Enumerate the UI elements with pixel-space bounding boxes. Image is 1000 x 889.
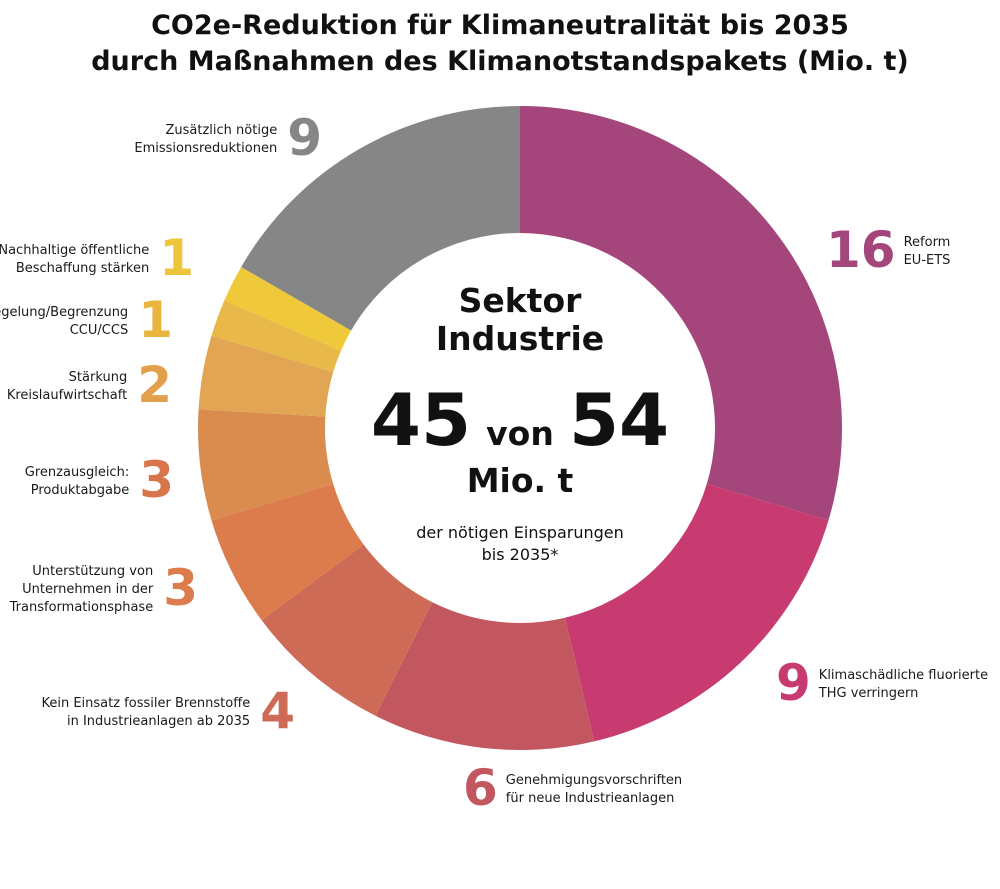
segment-value-2: 9 bbox=[776, 654, 811, 712]
donut-segment-7 bbox=[198, 335, 334, 417]
chart-title-line-2: durch Maßnahmen des Klimanotstandspakets… bbox=[91, 46, 909, 77]
center-unit: Mio. t bbox=[467, 461, 574, 500]
segment-value-7: 2 bbox=[137, 356, 172, 414]
donut-segment-4 bbox=[261, 544, 433, 716]
donut-segments bbox=[198, 106, 842, 750]
segment-label-4-line-1: Kein Einsatz fossiler Brennstoffe bbox=[41, 696, 250, 711]
segment-value-6: 3 bbox=[139, 451, 174, 509]
center-value-connector: von bbox=[486, 414, 554, 453]
donut-segment-5 bbox=[211, 483, 364, 621]
chart-title-line-1: CO2e-Reduktion für Klimaneutralität bis … bbox=[151, 10, 849, 41]
segment-label-9-line-1: Nachhaltige öffentliche bbox=[0, 243, 149, 258]
center-note-line-2: bis 2035* bbox=[482, 545, 559, 564]
segment-label-7-line-1: Stärkung bbox=[69, 370, 128, 385]
segment-label-6-line-1: Grenzausgleich: bbox=[25, 465, 129, 480]
donut-segment-10 bbox=[241, 106, 520, 331]
donut-segment-1 bbox=[520, 106, 842, 521]
segment-value-5: 3 bbox=[163, 559, 198, 617]
center-heading-line-1: Sektor bbox=[459, 281, 583, 320]
segment-label-8-line-1: Regelung/Begrenzung bbox=[0, 305, 128, 320]
center-value-line: 45 von 54 bbox=[371, 378, 669, 462]
segment-label-5-line-2: Unternehmen in der bbox=[22, 582, 154, 597]
donut-segment-2 bbox=[564, 483, 829, 742]
segment-label-4-line-2: in Industrieanlagen ab 2035 bbox=[67, 714, 250, 729]
segment-label-8-line-2: CCU/CCS bbox=[70, 323, 128, 338]
segment-label-9-line-2: Beschaffung stärken bbox=[16, 261, 149, 276]
segment-label-10-line-2: Emissionsreduktionen bbox=[134, 141, 277, 156]
segment-label-7-line-2: Kreislaufwirtschaft bbox=[7, 388, 127, 403]
segment-label-5-line-3: Transformationsphase bbox=[9, 600, 154, 615]
segment-label-3-line-2: für neue Industrieanlagen bbox=[506, 791, 675, 806]
segment-value-4: 4 bbox=[260, 682, 295, 740]
donut-segment-6 bbox=[198, 409, 334, 521]
segment-label-1-line-1: Reform bbox=[904, 235, 951, 250]
donut-center: Sektor Industrie 45 von 54 Mio. t der nö… bbox=[371, 281, 669, 564]
center-value-main: 45 bbox=[371, 378, 471, 462]
segment-label-6-line-2: Produktabgabe bbox=[31, 483, 129, 498]
donut-segment-8 bbox=[211, 300, 341, 373]
center-note-line-1: der nötigen Einsparungen bbox=[416, 523, 624, 542]
segment-value-9: 1 bbox=[159, 229, 194, 287]
segment-value-10: 9 bbox=[287, 109, 322, 167]
segment-label-2-line-1: Klimaschädliche fluorierte bbox=[819, 668, 988, 683]
segment-label-5-line-1: Unterstützung von bbox=[32, 564, 153, 579]
segment-label-10-line-1: Zusätzlich nötige bbox=[166, 123, 278, 138]
segment-value-3: 6 bbox=[463, 759, 498, 817]
chart-title: CO2e-Reduktion für Klimaneutralität bis … bbox=[0, 8, 1000, 80]
segment-label-1-line-2: EU-ETS bbox=[904, 253, 951, 268]
segment-value-1: 16 bbox=[826, 221, 896, 279]
segment-label-2-line-2: THG verringern bbox=[818, 686, 919, 701]
segment-value-8: 1 bbox=[138, 291, 173, 349]
segment-label-3-line-1: Genehmigungsvorschriften bbox=[506, 773, 682, 788]
center-heading-line-2: Industrie bbox=[436, 319, 604, 358]
donut-segment-9 bbox=[224, 267, 352, 351]
donut-segment-3 bbox=[375, 602, 595, 750]
center-value-total: 54 bbox=[569, 378, 669, 462]
